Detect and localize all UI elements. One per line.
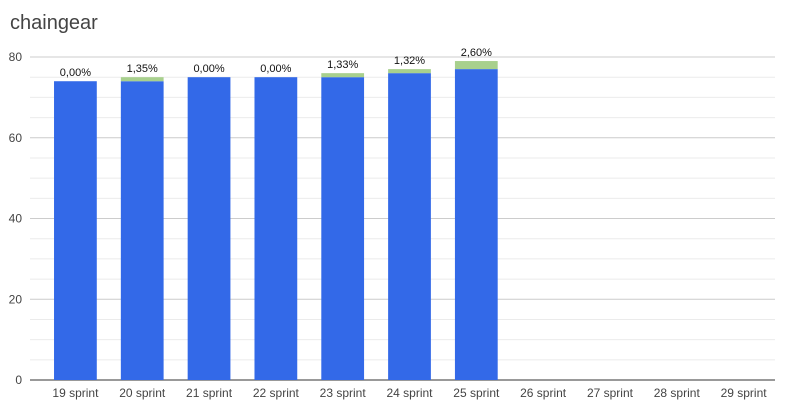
- x-tick-label: 28 sprint: [654, 386, 701, 400]
- y-tick-label: 40: [9, 212, 23, 226]
- bar-base-segment: [187, 77, 231, 380]
- x-tick-label: 21 sprint: [186, 386, 233, 400]
- x-tick-label: 20 sprint: [119, 386, 166, 400]
- bar-base-segment: [321, 77, 365, 380]
- bar-increment-segment: [321, 73, 365, 78]
- y-tick-label: 20: [9, 292, 23, 306]
- y-tick-label: 60: [9, 131, 23, 145]
- bar-increment-segment: [454, 61, 498, 70]
- bar-base-segment: [120, 81, 164, 380]
- bar-base-segment: [54, 81, 97, 380]
- x-tick-label: 19 sprint: [52, 386, 99, 400]
- data-label: 1,33%: [327, 59, 358, 71]
- bar-base-segment: [454, 69, 498, 381]
- bar-increment-segment: [388, 69, 431, 74]
- y-tick-label: 80: [9, 50, 23, 64]
- x-tick-label: 26 sprint: [520, 386, 567, 400]
- x-tick-label: 27 sprint: [587, 386, 634, 400]
- data-label: 1,35%: [127, 63, 158, 75]
- data-label: 1,32%: [394, 55, 425, 67]
- bar-base-segment: [388, 73, 431, 381]
- data-label: 0,00%: [193, 63, 224, 75]
- x-tick-label: 25 sprint: [453, 386, 500, 400]
- bar-base-segment: [254, 77, 298, 380]
- x-tick-label: 24 sprint: [386, 386, 433, 400]
- data-label: 2,60%: [461, 47, 492, 59]
- x-tick-label: 22 sprint: [253, 386, 300, 400]
- x-tick-label: 23 sprint: [320, 386, 367, 400]
- data-label: 0,00%: [60, 67, 91, 79]
- x-tick-label: 29 sprint: [721, 386, 768, 400]
- bar-increment-segment: [120, 77, 164, 82]
- data-label: 0,00%: [260, 63, 291, 75]
- y-tick-label: 0: [15, 373, 22, 387]
- chart-title: chaingear: [10, 12, 98, 34]
